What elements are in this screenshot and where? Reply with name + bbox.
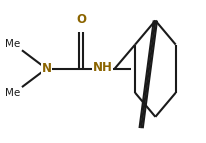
Text: N: N <box>41 62 51 75</box>
Text: Me: Me <box>5 89 20 99</box>
Text: NH: NH <box>93 61 113 74</box>
Text: Me: Me <box>5 39 20 49</box>
Text: O: O <box>76 13 86 26</box>
